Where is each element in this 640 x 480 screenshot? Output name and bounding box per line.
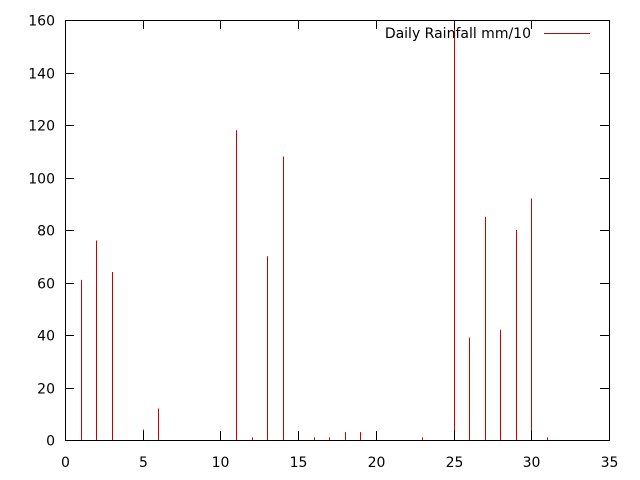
x-tick-label: 10 xyxy=(212,455,230,471)
x-tick-label: 35 xyxy=(601,455,619,471)
x-axis: 0 5 10 15 20 25 30 35 xyxy=(61,20,618,471)
y-tick-label: 40 xyxy=(37,329,55,345)
x-tick-label: 5 xyxy=(139,455,148,471)
y-axis: 0 20 40 60 80 100 120 140 160 xyxy=(28,14,609,450)
x-tick-label: 20 xyxy=(368,455,386,471)
x-tick-label: 15 xyxy=(290,455,308,471)
x-tick-label: 0 xyxy=(61,455,70,471)
y-tick-label: 140 xyxy=(28,67,55,83)
legend: Daily Rainfall mm/10 xyxy=(385,26,590,42)
y-tick-label: 120 xyxy=(28,119,55,135)
impulse-series xyxy=(81,20,548,440)
y-tick-label: 20 xyxy=(37,382,55,398)
x-tick-label: 30 xyxy=(523,455,541,471)
y-tick-label: 100 xyxy=(28,172,55,188)
plot-frame xyxy=(65,20,610,441)
y-tick-label: 60 xyxy=(37,277,55,293)
x-tick-label: 25 xyxy=(446,455,464,471)
y-tick-label: 80 xyxy=(37,224,55,240)
y-tick-label: 160 xyxy=(28,14,55,30)
y-tick-label: 0 xyxy=(46,434,55,450)
legend-label: Daily Rainfall mm/10 xyxy=(385,26,531,42)
